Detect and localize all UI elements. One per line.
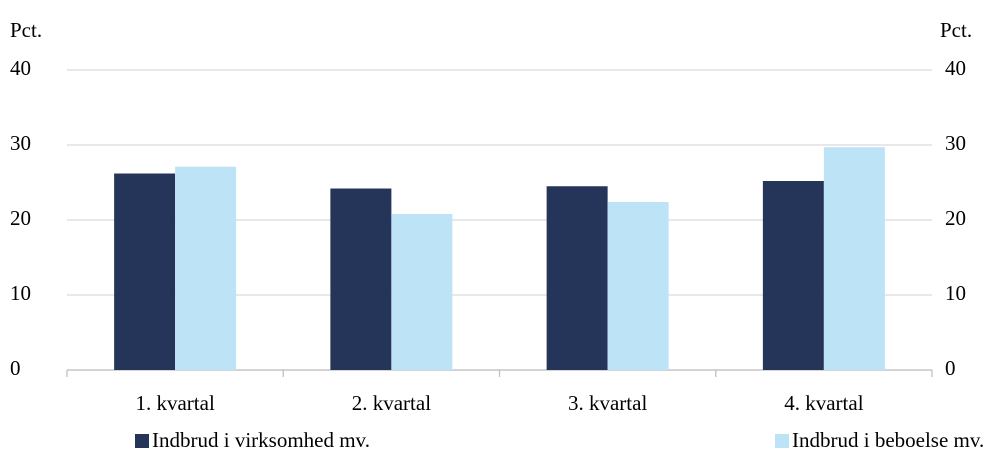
- legend-swatch: [135, 434, 149, 448]
- legend-swatch: [775, 434, 789, 448]
- y2-axis-label: Pct.: [940, 18, 972, 42]
- legend-label: Indbrud i virksomhed mv.: [152, 428, 370, 452]
- bar: [762, 181, 824, 370]
- y2-tick-label: 30: [945, 131, 966, 155]
- bar: [823, 147, 885, 370]
- x-tick-label: 2. kvartal: [352, 391, 431, 415]
- y2-tick-label: 10: [945, 281, 966, 305]
- bar: [114, 173, 176, 370]
- legend-label: Indbrud i beboelse mv.: [792, 428, 984, 452]
- x-tick-label: 4. kvartal: [784, 391, 863, 415]
- y-axis-label: Pct.: [10, 18, 42, 42]
- x-tick-label: 3. kvartal: [568, 391, 647, 415]
- y2-tick-label: 40: [945, 56, 966, 80]
- y-tick-label: 10: [10, 281, 31, 305]
- y-tick-label: 40: [10, 56, 31, 80]
- bar: [330, 188, 392, 370]
- y-tick-label: 30: [10, 131, 31, 155]
- bar: [391, 214, 453, 370]
- y-tick-label: 0: [10, 356, 21, 380]
- bar: [607, 202, 669, 370]
- y2-tick-label: 0: [945, 356, 956, 380]
- x-tick-label: 1. kvartal: [135, 391, 214, 415]
- bar: [175, 166, 237, 370]
- y2-tick-label: 20: [945, 206, 966, 230]
- y-tick-label: 20: [10, 206, 31, 230]
- bar: [546, 186, 608, 370]
